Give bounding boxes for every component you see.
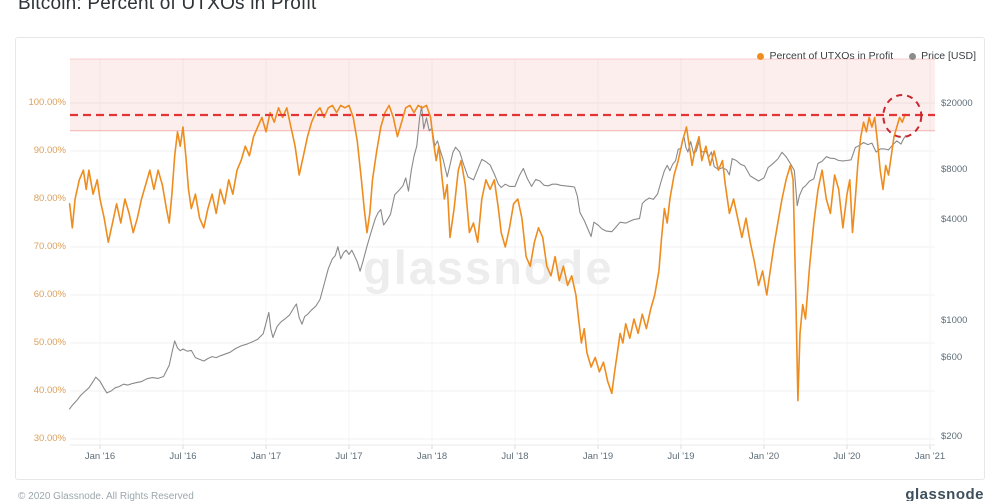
glassnode-watermark: glassnode xyxy=(363,241,614,294)
glassnode-logo: glassnode xyxy=(905,486,984,501)
utxo-profit-line xyxy=(68,104,906,402)
y-right-tick-label: $8000 xyxy=(941,164,968,176)
y-left-tick-label: 30.00% xyxy=(33,433,66,444)
price-line xyxy=(69,105,907,410)
legend-label: Percent of UTXOs in Profit xyxy=(769,50,894,62)
y-right-tick-label: $20000 xyxy=(941,98,973,109)
utxo-profit-legend-dot-icon xyxy=(757,52,765,60)
x-tick-label: Jul '16 xyxy=(169,451,197,462)
y-right-tick-label: $1000 xyxy=(941,314,968,326)
y-left-tick-label: 70.00% xyxy=(33,241,66,252)
x-tick-label: Jul '20 xyxy=(833,451,861,462)
y-left-tick-label: 50.00% xyxy=(33,337,66,348)
x-tick-label: Jan '21 xyxy=(914,451,946,462)
chart-legend: Percent of UTXOs in Profit Price [USD] xyxy=(757,50,976,62)
x-tick-label: Jul '18 xyxy=(501,451,529,462)
y-left-tick-label: 80.00% xyxy=(33,193,66,204)
y-right-tick-label: $4000 xyxy=(941,214,968,226)
y-left-tick-label: 90.00% xyxy=(33,145,66,156)
x-tick-label: Jan '18 xyxy=(416,451,448,462)
legend-item-utxo-profit[interactable]: Percent of UTXOs in Profit xyxy=(757,50,893,62)
x-tick-label: Jul '17 xyxy=(335,451,363,462)
profit-threshold-band xyxy=(70,59,935,131)
y-right-tick-label: $600 xyxy=(941,351,963,363)
legend-label: Price [USD] xyxy=(921,50,976,62)
copyright-text: © 2020 Glassnode. All Rights Reserved xyxy=(18,491,194,501)
x-tick-label: Jan '16 xyxy=(84,451,116,462)
legend-item-price[interactable]: Price [USD] xyxy=(909,50,976,62)
y-left-tick-label: 40.00% xyxy=(33,385,66,396)
y-right-tick-label: $200 xyxy=(941,431,963,442)
x-tick-label: Jan '20 xyxy=(748,451,780,462)
chart-card xyxy=(15,37,985,480)
price-legend-dot-icon xyxy=(909,52,917,60)
y-left-tick-label: 100.00% xyxy=(28,97,66,108)
x-tick-label: Jan '17 xyxy=(250,451,282,462)
x-tick-label: Jan '19 xyxy=(582,451,614,462)
page-title: Bitcoin: Percent of UTXOs in Profit xyxy=(18,0,317,14)
y-left-tick-label: 60.00% xyxy=(33,289,66,300)
highlight-circle xyxy=(882,94,923,138)
x-tick-label: Jul '19 xyxy=(667,451,695,462)
